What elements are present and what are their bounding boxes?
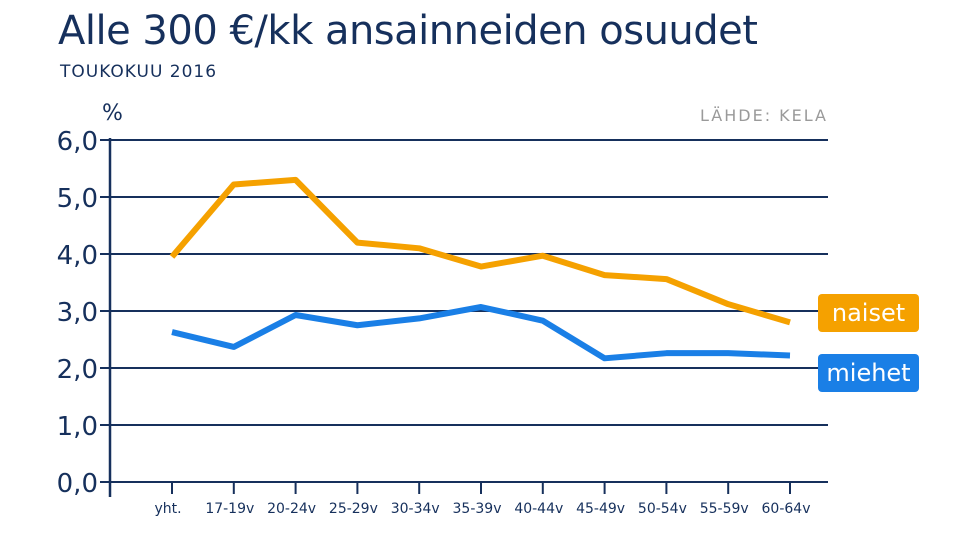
x-tick-label: 35-39v — [453, 501, 502, 517]
x-tick-label: 50-54v — [638, 501, 687, 517]
y-axis-label: % — [102, 101, 123, 126]
y-tick-label: 0,0 — [57, 469, 98, 499]
x-tick-label: 17-19v — [205, 501, 254, 517]
x-tick-label: 30-34v — [391, 501, 440, 517]
x-tick-label: yht. — [154, 501, 181, 517]
x-tick-label: 55-59v — [700, 501, 749, 517]
legend-miehet: miehet — [818, 354, 919, 392]
y-tick-label: 5,0 — [57, 184, 98, 214]
x-tick-label: 20-24v — [267, 501, 316, 517]
chart-title: Alle 300 €/kk ansainneiden osuudet — [58, 8, 758, 54]
series-line-naiset — [169, 176, 791, 326]
y-tick-label: 3,0 — [57, 298, 98, 328]
y-tick-label: 2,0 — [57, 355, 98, 385]
x-tick-label: 40-44v — [514, 501, 563, 517]
y-tick-label: 6,0 — [57, 127, 98, 157]
source-label: LÄHDE: KELA — [700, 106, 828, 125]
x-tick-label: 25-29v — [329, 501, 378, 517]
x-tick-label: 60-64v — [762, 501, 811, 517]
x-tick-label: 45-49v — [576, 501, 625, 517]
series-line-miehet — [171, 304, 791, 362]
chart-subtitle: TOUKOKUU 2016 — [60, 62, 218, 82]
y-tick-label: 4,0 — [57, 241, 98, 271]
legend-naiset: naiset — [818, 294, 919, 332]
y-tick-label: 1,0 — [57, 412, 98, 442]
